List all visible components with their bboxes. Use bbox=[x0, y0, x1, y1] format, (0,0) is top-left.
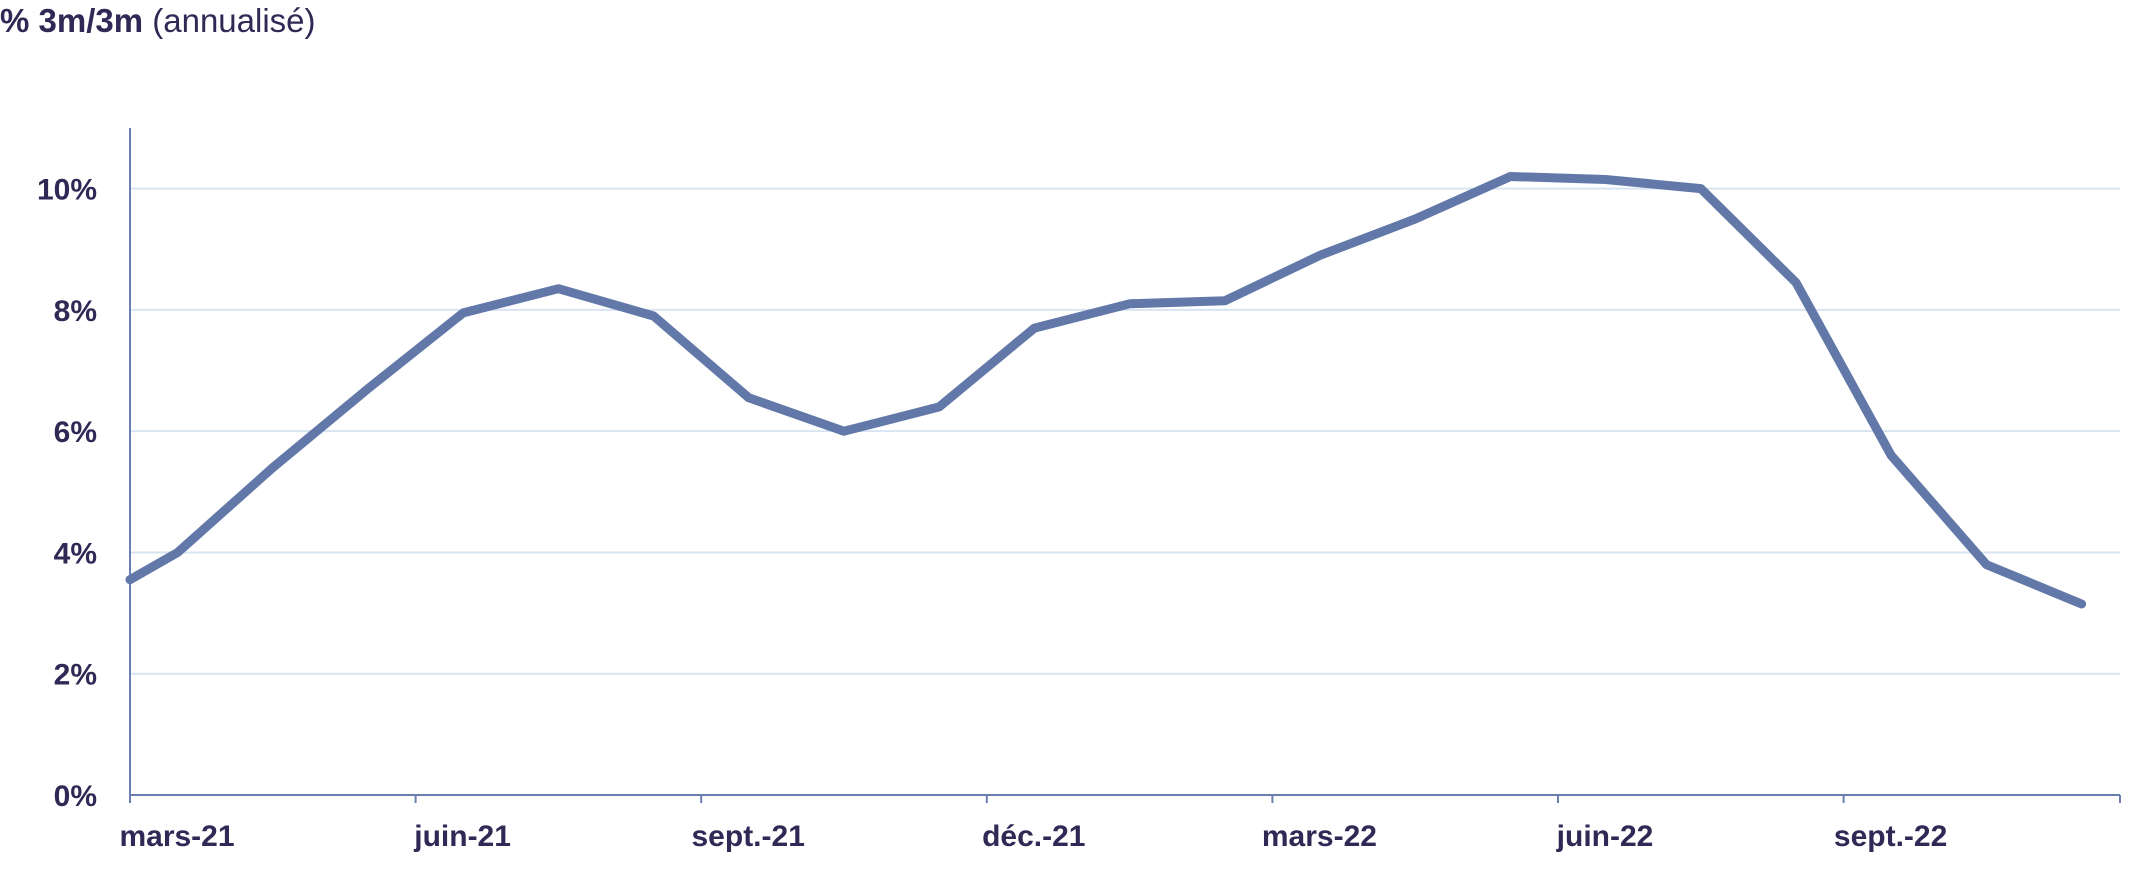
x-tick-label: juin-22 bbox=[1556, 820, 1654, 853]
x-tick-label: déc.-21 bbox=[982, 820, 1085, 853]
x-tick-label: juin-21 bbox=[413, 820, 511, 853]
chart-title-rest: (annualisé) bbox=[143, 2, 316, 39]
y-tick-label: 6% bbox=[54, 416, 97, 449]
chart-title: % 3m/3m (annualisé) bbox=[0, 2, 316, 40]
x-tick-label: mars-21 bbox=[119, 820, 234, 853]
y-tick-label: 10% bbox=[37, 174, 97, 207]
y-tick-label: 2% bbox=[54, 659, 97, 692]
x-tick-label: sept.-21 bbox=[692, 820, 805, 853]
y-tick-label: 0% bbox=[54, 780, 97, 813]
y-tick-label: 4% bbox=[54, 537, 97, 570]
x-tick-label: mars-22 bbox=[1262, 820, 1377, 853]
y-tick-label: 8% bbox=[54, 295, 97, 328]
chart-title-bold: % 3m/3m bbox=[0, 2, 144, 39]
x-tick-label: sept.-22 bbox=[1834, 820, 1947, 853]
series-line bbox=[125, 172, 2087, 609]
